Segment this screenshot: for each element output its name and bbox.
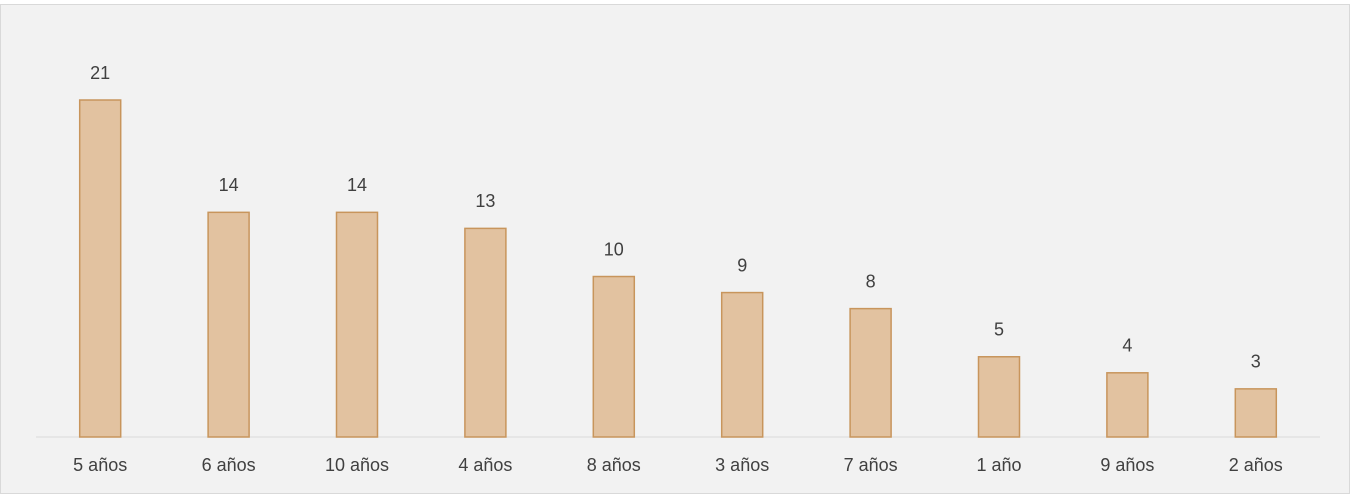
data-label: 4 [1122, 336, 1132, 356]
bar [78, 99, 122, 438]
bar [335, 211, 379, 438]
x-tick-label: 9 años [1100, 455, 1154, 475]
data-label: 13 [475, 191, 495, 211]
x-tick-label: 4 años [458, 455, 512, 475]
bar [592, 275, 636, 438]
data-label: 8 [866, 271, 876, 291]
bar [1234, 388, 1278, 438]
x-tick-label: 6 años [202, 455, 256, 475]
x-tick-label: 7 años [844, 455, 898, 475]
bar [720, 291, 764, 438]
bar [849, 307, 892, 438]
x-tick-label: 10 años [325, 455, 389, 475]
x-tick-label: 1 año [976, 455, 1021, 475]
data-label: 14 [219, 175, 239, 195]
data-label: 5 [994, 320, 1004, 340]
x-tick-label: 3 años [715, 455, 769, 475]
bar [207, 211, 250, 438]
data-label: 14 [347, 175, 367, 195]
bar [1106, 372, 1149, 438]
data-label: 10 [604, 239, 624, 259]
data-label: 3 [1251, 352, 1261, 372]
bar [977, 356, 1021, 438]
data-label: 9 [737, 255, 747, 275]
data-label: 21 [90, 63, 110, 83]
x-tick-label: 2 años [1229, 455, 1283, 475]
x-tick-label: 8 años [587, 455, 641, 475]
x-tick-label: 5 años [73, 455, 127, 475]
bar [464, 227, 507, 438]
